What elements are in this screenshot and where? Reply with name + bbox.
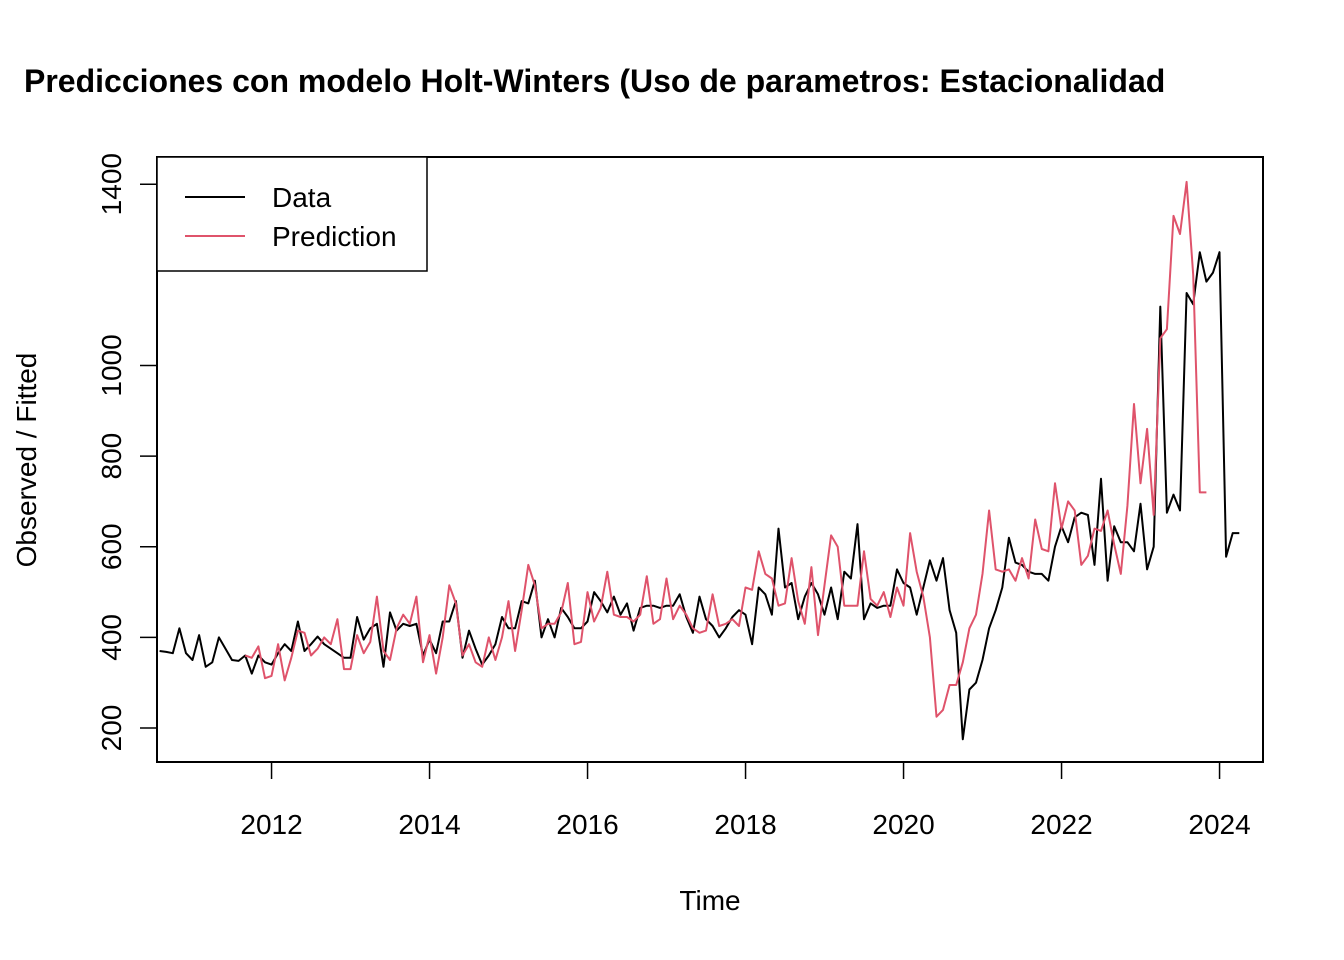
x-tick-label: 2020 <box>872 809 934 840</box>
x-tick-label: 2014 <box>398 809 460 840</box>
y-axis-label: Observed / Fitted <box>11 353 42 568</box>
legend-label-data: Data <box>272 182 332 213</box>
y-tick-label: 800 <box>96 433 127 480</box>
y-tick-label: 1000 <box>96 334 127 396</box>
x-tick-label: 2022 <box>1030 809 1092 840</box>
series-line-prediction <box>244 180 1207 718</box>
y-tick-label: 200 <box>96 705 127 752</box>
x-tick-label: 2012 <box>240 809 302 840</box>
legend-box <box>156 156 428 272</box>
legend-label-prediction: Prediction <box>272 221 397 252</box>
x-tick-label: 2024 <box>1188 809 1250 840</box>
series-layer <box>159 180 1240 741</box>
y-tick-label: 400 <box>96 614 127 661</box>
x-tick-label: 2016 <box>556 809 618 840</box>
x-axis: 2012 2014 2016 2018 2020 2022 2024 <box>240 762 1251 840</box>
y-axis: 200 400 600 800 1000 1400 <box>96 153 158 752</box>
series-line-data <box>159 251 1240 741</box>
y-tick-label: 600 <box>96 523 127 570</box>
x-axis-label: Time <box>679 885 740 916</box>
legend: Data Prediction <box>156 156 428 272</box>
chart-title: Predicciones con modelo Holt-Winters (Us… <box>24 63 1165 99</box>
x-tick-label: 2018 <box>714 809 776 840</box>
y-tick-label: 1400 <box>96 153 127 215</box>
